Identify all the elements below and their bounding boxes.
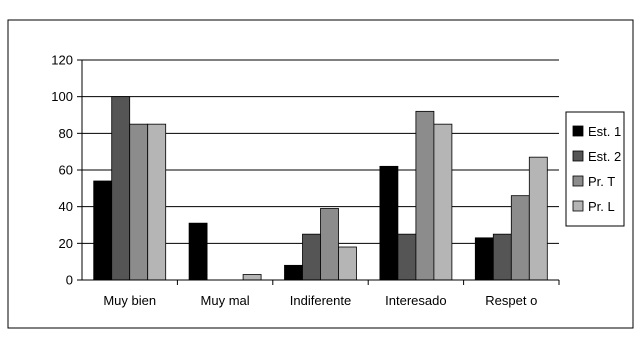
y-tick-label: 100 xyxy=(51,89,73,104)
bar-est-2-4 xyxy=(492,233,512,281)
bar-pr-l-0 xyxy=(147,123,167,281)
legend-swatch xyxy=(572,150,584,162)
bar-est-2-3 xyxy=(397,233,417,281)
bar-est-1-3 xyxy=(379,165,399,281)
bar-est-1-4 xyxy=(474,237,494,281)
axes: 0 20 40 60 80 100 120 Muy bien Muy mal Indiferent… xyxy=(51,53,560,308)
legend-label: Pr. L xyxy=(588,199,615,214)
bar-est-1-2 xyxy=(284,264,303,281)
x-category-label: Interesado xyxy=(385,293,446,308)
y-tick-label: 0 xyxy=(66,273,73,288)
x-category-label: Muy mal xyxy=(201,293,250,308)
y-tick-label: 20 xyxy=(59,236,73,251)
y-tick-label: 120 xyxy=(51,53,73,68)
legend-label: Est. 1 xyxy=(588,124,621,139)
bar-est-2-0 xyxy=(111,96,131,281)
bar-est-2-2 xyxy=(302,233,321,281)
x-category-label: Respet o xyxy=(485,293,537,308)
bars xyxy=(93,96,548,281)
legend: Est. 1 Est. 2 Pr. T Pr. L xyxy=(565,111,625,227)
bar-pr-t-3 xyxy=(415,110,435,281)
x-category-label: Muy bien xyxy=(103,293,156,308)
legend-label: Pr. T xyxy=(588,174,615,189)
bar-pr-l-1 xyxy=(242,274,262,281)
legend-swatch xyxy=(572,125,584,137)
bar-pr-t-4 xyxy=(510,195,530,281)
bar-est-1-1 xyxy=(188,222,208,281)
bar-pr-t-0 xyxy=(129,123,149,281)
legend-swatch xyxy=(572,200,584,212)
bar-pr-t-2 xyxy=(320,208,339,281)
bar-pr-l-3 xyxy=(433,123,453,281)
y-tick-label: 40 xyxy=(59,199,73,214)
bar-pr-l-4 xyxy=(528,156,548,281)
y-tick-label: 80 xyxy=(59,126,73,141)
y-tick-label: 60 xyxy=(59,163,73,178)
legend-label: Est. 2 xyxy=(588,149,621,164)
bar-est-1-0 xyxy=(93,180,113,281)
legend-swatch xyxy=(572,175,584,187)
bar-pr-l-2 xyxy=(338,246,357,281)
x-category-label: Indiferente xyxy=(290,293,351,308)
